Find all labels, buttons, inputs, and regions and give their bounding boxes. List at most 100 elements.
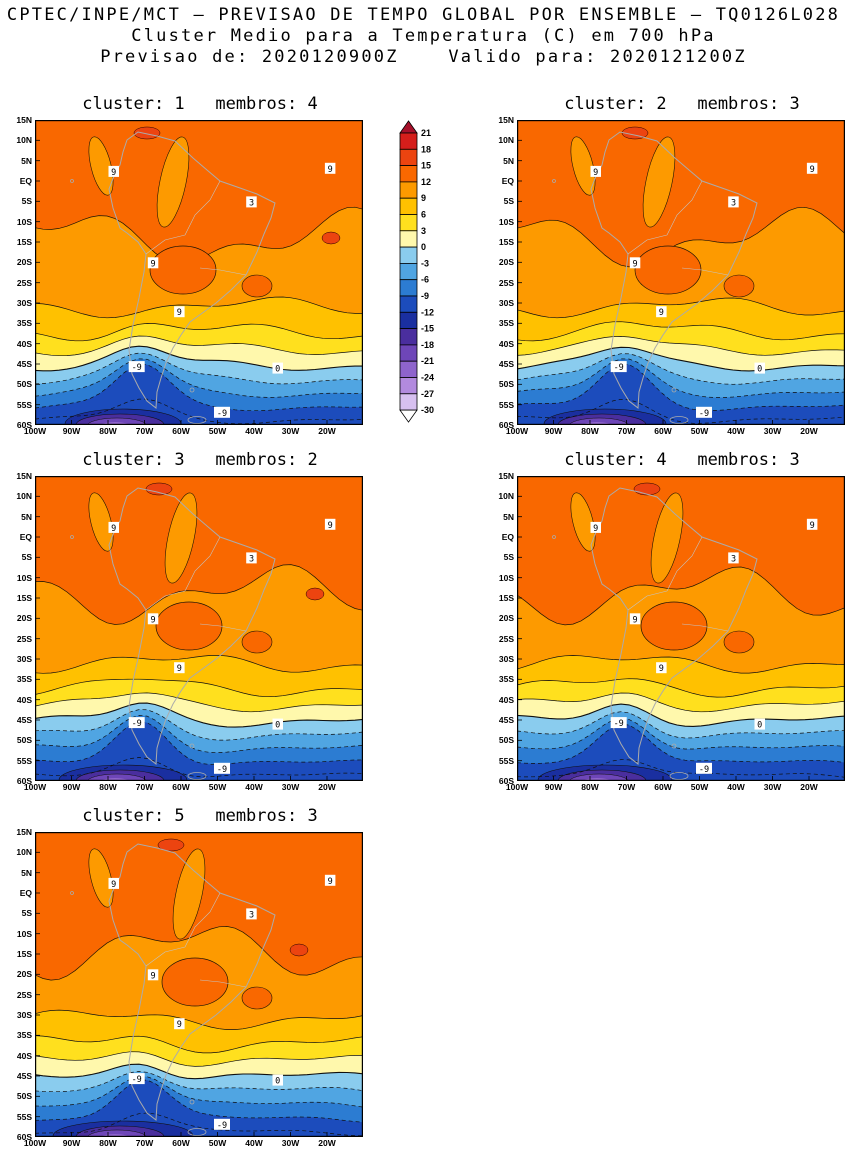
lat-tick-label: 15S xyxy=(498,237,514,247)
colorbar-tick-label: 6 xyxy=(421,210,426,220)
header-forecast-times: Previsao de: 2020120900Z Valido para: 20… xyxy=(100,47,747,67)
lat-tick-label: 5N xyxy=(21,867,32,878)
lat-tick-label: EQ xyxy=(501,176,514,186)
svg-text:-9: -9 xyxy=(132,363,142,373)
svg-text:-9: -9 xyxy=(132,719,142,729)
lat-axis: 15N 10N 5N EQ 5S 10S 15S 20S 25S 30S 35S 40S 45S 50S 5… xyxy=(484,471,517,786)
contour-label: -9 xyxy=(696,406,712,419)
cluster-panel: cluster: 1 membros: 4 15N 10N 5N EQ 5S 10S 15S… xyxy=(2,94,365,440)
lat-tick-label: 35S xyxy=(498,318,514,329)
contour-label: 3 xyxy=(246,908,257,920)
lat-tick-label: 15N xyxy=(498,115,514,125)
lat-tick-label: 55S xyxy=(16,1111,32,1122)
svg-text:9: 9 xyxy=(659,664,664,674)
lon-tick-label: 100W xyxy=(505,782,529,792)
lon-tick-label: 60W xyxy=(172,782,190,792)
lat-tick-label: 55S xyxy=(16,755,32,766)
lat-tick-label: EQ xyxy=(19,888,32,898)
lat-tick-label: 50S xyxy=(16,379,32,390)
lat-tick-label: 15S xyxy=(16,237,32,247)
temperature-map-svg: 9 9 3 9 9 -9 0 -9 xyxy=(517,120,845,425)
lat-tick-label: 25S xyxy=(498,633,514,644)
svg-text:9: 9 xyxy=(328,165,333,175)
svg-text:0: 0 xyxy=(275,1077,280,1087)
contour-label: 0 xyxy=(272,1074,283,1087)
lon-tick-label: 30W xyxy=(281,782,300,792)
svg-text:-9: -9 xyxy=(217,409,227,419)
lon-tick-label: 90W xyxy=(62,1138,81,1148)
lat-tick-label: 40S xyxy=(498,694,514,705)
lat-tick-label: 20S xyxy=(498,257,514,268)
colorbar-tick-label: -15 xyxy=(421,324,434,334)
contour-label: 9 xyxy=(147,613,159,625)
lon-tick-label: 40W xyxy=(727,426,745,436)
lat-tick-label: 5N xyxy=(21,511,32,522)
lon-tick-label: 40W xyxy=(245,782,263,792)
svg-text:9: 9 xyxy=(111,168,116,178)
lat-tick-label: 35S xyxy=(498,674,514,685)
lat-tick-label: 60S xyxy=(16,420,32,430)
svg-text:9: 9 xyxy=(151,615,156,625)
svg-text:0: 0 xyxy=(757,721,762,731)
lat-tick-label: 60S xyxy=(498,420,514,430)
lon-tick-label: 30W xyxy=(281,1138,300,1148)
svg-text:9: 9 xyxy=(177,664,182,674)
lat-tick-label: 40S xyxy=(498,338,514,349)
coastline xyxy=(108,487,276,765)
panel-slot-5: cluster: 5 membros: 3 15N 10N 5N EQ 5S 10S 15S… xyxy=(2,806,365,1152)
lat-tick-label: 50S xyxy=(16,735,32,746)
contour-label: 9 xyxy=(806,162,818,175)
lat-tick-label: 40S xyxy=(16,338,32,349)
panel-slot-3: cluster: 3 membros: 2 15N 10N 5N EQ 5S 10S 15S… xyxy=(2,450,365,796)
colorbar-svg: 21 18 15 12 9 6 3 0 -3 -6 -9 -12 -15 -18 -21 -24 -27 -30 xyxy=(398,120,434,423)
colorbar-tick-label: -27 xyxy=(421,389,434,399)
contour-label: 9 xyxy=(147,257,159,269)
lat-tick-label: 50S xyxy=(16,1091,32,1102)
lat-axis: 15N 10N 5N EQ 5S 10S 15S 20S 25S 30S 35S 40S 45S 50S 5… xyxy=(484,115,517,430)
lon-tick-label: 50W xyxy=(690,426,709,436)
lat-tick-label: EQ xyxy=(19,176,32,186)
lat-tick-label: 50S xyxy=(498,379,514,390)
colorbar-tick-label: -12 xyxy=(421,307,434,317)
lat-tick-label: 10S xyxy=(16,216,32,227)
lat-tick-label: 45S xyxy=(16,359,32,369)
svg-text:-9: -9 xyxy=(699,765,709,775)
colorbar-tick-label: -21 xyxy=(421,356,434,366)
panel-title: cluster: 4 membros: 3 xyxy=(564,450,800,470)
lat-tick-label: 45S xyxy=(16,1071,32,1081)
colorbar-tick-label: -18 xyxy=(421,340,434,350)
lon-tick-label: 50W xyxy=(208,782,227,792)
lon-tick-label: 80W xyxy=(99,782,117,792)
panel-slot-4: cluster: 4 membros: 3 15N 10N 5N EQ 5S 10S 15S… xyxy=(484,450,847,796)
lat-tick-label: 15S xyxy=(498,593,514,603)
temperature-map-svg: 9 9 3 9 9 -9 0 -9 xyxy=(517,476,845,781)
lat-tick-label: 15N xyxy=(16,827,32,837)
lon-tick-label: 70W xyxy=(617,426,636,436)
contour-label: 9 xyxy=(629,257,641,269)
coastline xyxy=(590,487,758,765)
contour-label: 3 xyxy=(246,552,257,564)
lat-tick-label: 10N xyxy=(16,491,32,502)
contour-label: 9 xyxy=(324,518,336,531)
colorbar-tick-label: 21 xyxy=(421,128,431,138)
temperature-map: 9 9 3 9 9 -9 0 -9 xyxy=(35,476,363,781)
lat-tick-label: 30S xyxy=(16,654,32,664)
svg-text:0: 0 xyxy=(757,365,762,375)
lat-tick-label: 10S xyxy=(16,572,32,583)
svg-text:9: 9 xyxy=(810,165,815,175)
lat-tick-label: 40S xyxy=(16,1050,32,1061)
contour-label: -9 xyxy=(214,762,230,775)
svg-text:9: 9 xyxy=(177,1020,182,1030)
temperature-map: 9 9 3 9 9 -9 0 -9 xyxy=(35,832,363,1137)
lon-axis: 100W 90W 80W 70W 60W 50W 40W 30W 20W xyxy=(24,1137,365,1152)
contour-label: -9 xyxy=(696,762,712,775)
panel-row-3: cluster: 5 membros: 3 15N 10N 5N EQ 5S 10S 15S… xyxy=(0,806,847,1152)
temperature-map-svg: 9 9 3 9 9 -9 0 -9 xyxy=(35,832,363,1137)
lon-axis: 100W 90W 80W 70W 60W 50W 40W 30W 20W xyxy=(24,425,365,440)
lon-tick-label: 20W xyxy=(800,782,818,792)
temperature-map-svg: 9 9 3 9 9 -9 0 -9 xyxy=(35,120,363,425)
lon-tick-label: 40W xyxy=(245,426,263,436)
lon-tick-label: 50W xyxy=(208,1138,227,1148)
lon-tick-label: 20W xyxy=(318,782,336,792)
